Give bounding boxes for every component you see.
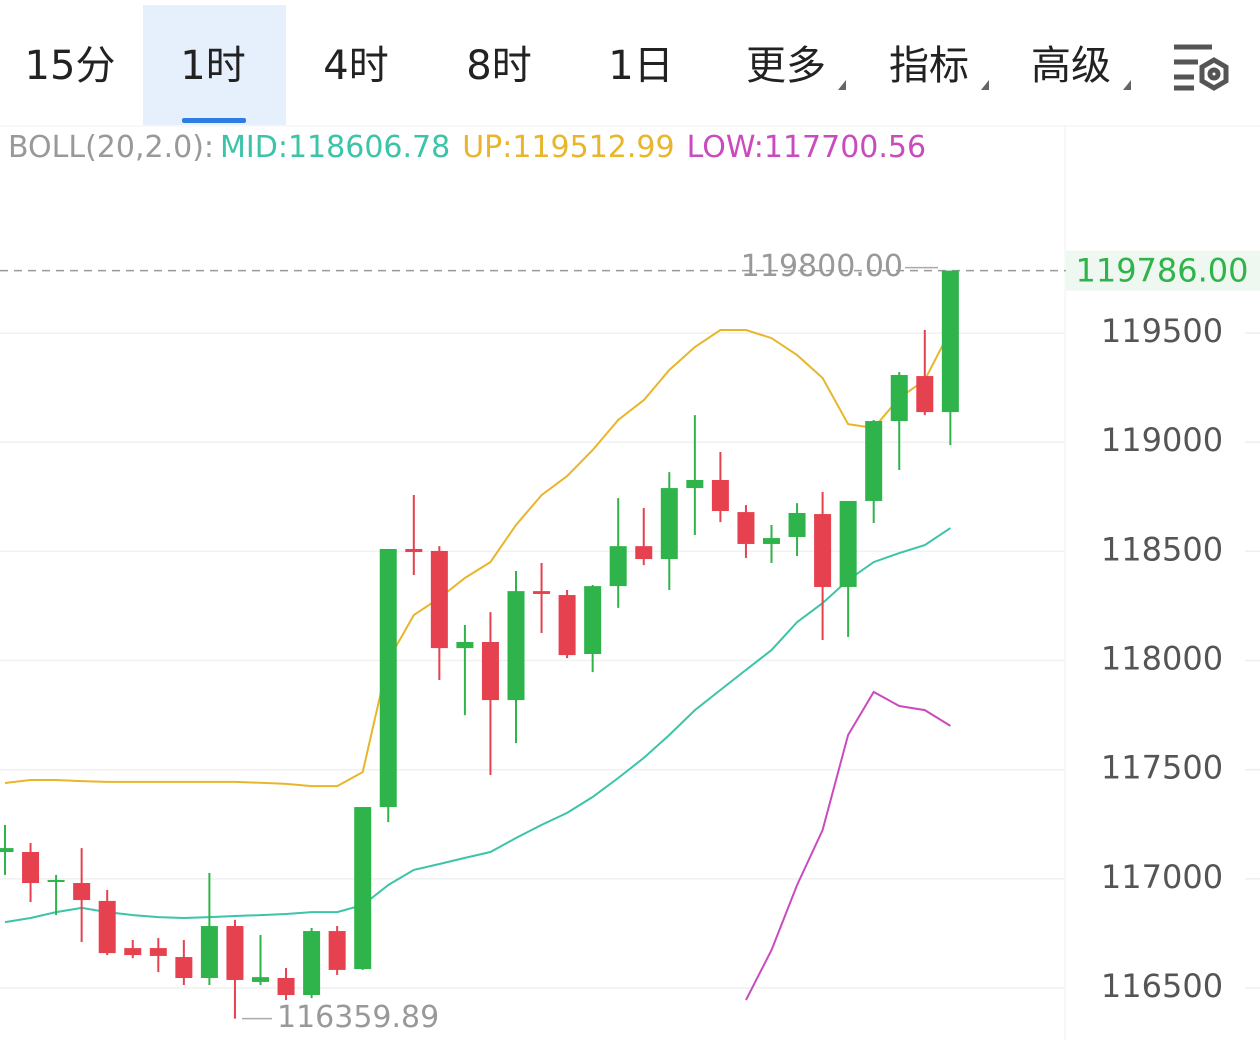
candle-body	[839, 500, 857, 587]
tab[interactable]: 4时	[323, 43, 388, 89]
y-tick-label: 119000	[1101, 421, 1223, 459]
settings-icon[interactable]	[1174, 44, 1229, 91]
candle-body	[763, 538, 780, 544]
grid	[0, 332, 1065, 989]
dropdown-caret	[838, 80, 846, 90]
candle-body	[277, 977, 295, 996]
selected-tab-underline	[182, 118, 246, 123]
candle-body	[328, 931, 346, 970]
tab[interactable]: 15分	[25, 43, 116, 89]
tab[interactable]: 高级	[1031, 43, 1111, 89]
candle-body	[252, 977, 269, 982]
y-tick-label: 116500	[1101, 967, 1223, 1005]
boll-line	[4, 527, 951, 924]
selected-tab-bg	[143, 5, 286, 125]
candle-body	[584, 586, 602, 655]
candle-body	[507, 591, 525, 701]
dropdown-caret	[1123, 80, 1131, 90]
indicator-legend: BOLL(20,2.0): MID:118606.78 UP:119512.99 LO…	[8, 130, 926, 165]
tab-bar: 15分 1时 4时 8时 1日 更多 指标 高级	[25, 43, 1131, 90]
candle-body	[73, 883, 91, 901]
candle-body	[609, 546, 627, 587]
legend-entry: UP:119512.99	[462, 130, 674, 165]
tab[interactable]: 更多	[746, 43, 826, 89]
candle-body	[558, 595, 576, 656]
candle-body	[890, 374, 908, 422]
candle-body	[200, 926, 218, 978]
boll-line	[745, 690, 951, 1001]
tab[interactable]: 指标	[889, 43, 969, 89]
current-price-box	[1066, 250, 1260, 291]
y-tick-label: 118500	[1101, 530, 1223, 568]
candle-body	[47, 879, 65, 882]
min-label: 116359.89	[277, 1000, 439, 1035]
legend-entry: LOW:117700.56	[687, 130, 927, 165]
candle-body	[0, 848, 14, 853]
candle-body	[814, 514, 832, 587]
tab[interactable]: 1日	[608, 43, 673, 89]
candle-body	[226, 926, 244, 980]
candle-body	[430, 550, 448, 649]
candle-body	[22, 852, 40, 884]
candle-body	[175, 957, 193, 978]
candle-body	[456, 641, 474, 649]
candle-body	[635, 546, 653, 560]
candle-body	[98, 900, 116, 954]
candle-body	[788, 512, 806, 537]
candle-body	[865, 421, 883, 501]
candle-body	[405, 548, 423, 553]
candle-body	[533, 591, 551, 594]
plot-area: 119800.00 116359.89	[0, 249, 1065, 1035]
candle-body	[660, 488, 678, 560]
candle-body	[916, 376, 934, 413]
tab[interactable]: 8时	[466, 43, 531, 89]
tab[interactable]: 1时	[180, 43, 245, 89]
y-tick-label: 117000	[1101, 858, 1223, 896]
y-tick-label: 117500	[1101, 749, 1223, 787]
dropdown-caret	[981, 80, 989, 90]
indicator-label: BOLL(20,2.0):	[8, 130, 214, 165]
max-label: 119800.00	[741, 249, 903, 284]
candle-body	[354, 807, 372, 970]
candle-body	[737, 512, 755, 544]
candle-body	[303, 931, 321, 996]
candle-body	[149, 948, 167, 956]
candle-body	[941, 270, 959, 413]
y-tick-label: 118000	[1101, 640, 1223, 678]
candle-body	[686, 479, 704, 489]
price-axis: 116500 117000 117500 118000 118500 119000 1195…	[1065, 250, 1260, 1005]
boll-line	[4, 329, 952, 788]
current-price-label: 119786.00	[1075, 252, 1248, 290]
y-tick-label: 119500	[1101, 312, 1223, 350]
candle-body	[711, 479, 729, 511]
candle-body	[379, 548, 397, 808]
candle-body	[481, 641, 499, 701]
candle-body	[124, 948, 142, 956]
legend-entry: MID:118606.78	[220, 130, 450, 165]
